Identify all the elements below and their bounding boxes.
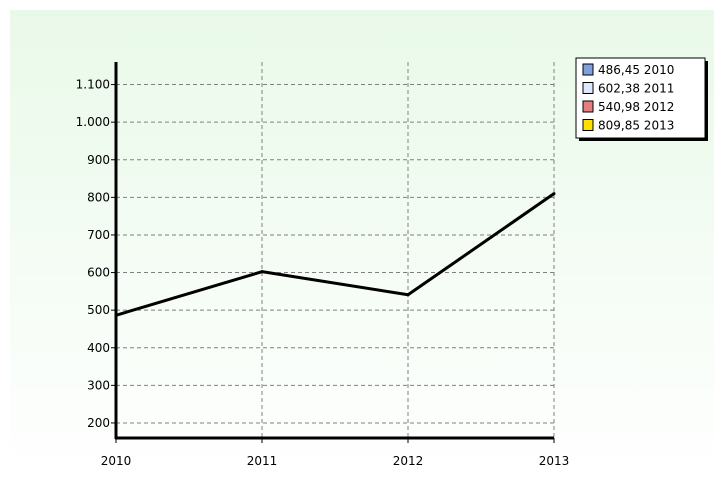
legend-label: 809,85 2013: [598, 119, 674, 133]
y-tick-label: 400: [87, 341, 110, 355]
x-tick-label: 2012: [393, 454, 424, 468]
y-tick-label: 500: [87, 303, 110, 317]
x-tick-label: 2011: [247, 454, 278, 468]
legend-swatch: [582, 100, 594, 113]
legend-label: 486,45 2010: [598, 63, 674, 77]
y-tick-label: 1.000: [76, 115, 110, 129]
y-tick-label: 200: [87, 416, 110, 430]
data-point: [114, 313, 118, 317]
x-tick-label: 2013: [539, 454, 570, 468]
y-tick-label: 300: [87, 378, 110, 392]
legend-label: 540,98 2012: [598, 100, 674, 114]
legend-box: [575, 57, 706, 139]
axes: [111, 62, 555, 443]
y-tick-label: 700: [87, 228, 110, 242]
series: [114, 192, 556, 317]
legend-swatch: [582, 82, 594, 94]
data-point: [260, 270, 264, 274]
data-point: [552, 192, 556, 196]
y-tick-label: 800: [87, 190, 110, 204]
legend-swatch: [582, 119, 594, 131]
y-tick-label: 600: [87, 266, 110, 280]
x-tick-label: 2010: [101, 454, 132, 468]
legend: 486,45 2010 602,38 2011 540,98 2012 809,85 …: [575, 57, 708, 141]
series-line: [115, 192, 555, 317]
y-tick-label: 900: [87, 153, 110, 167]
grid: [116, 62, 555, 438]
data-point: [406, 293, 410, 297]
y-tick-label: 1.100: [76, 78, 110, 92]
tick-labels: 200 300 400 500 600 700 800 900 1.000 1.100 2010 20…: [76, 78, 570, 468]
legend-swatch: [582, 63, 594, 76]
legend-label: 602,38 2011: [598, 82, 674, 96]
